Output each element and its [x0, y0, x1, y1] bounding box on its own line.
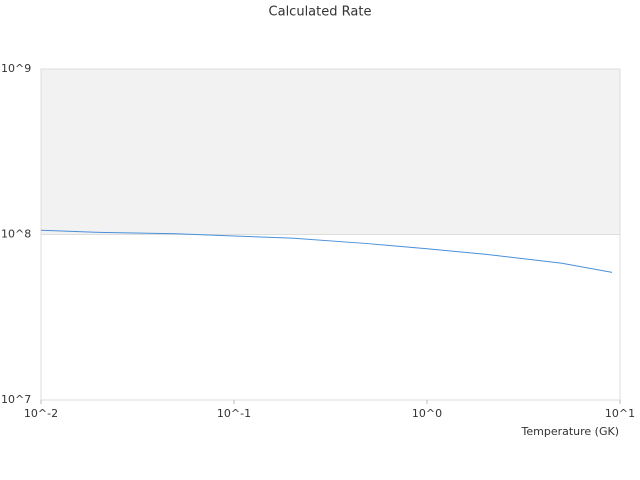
x-tick-label: 10^0: [412, 407, 442, 420]
y-tick-label: 10^7: [1, 393, 31, 406]
x-tick-label: 10^-2: [24, 407, 58, 420]
chart-title: Calculated Rate: [269, 5, 372, 20]
y-tick-label: 10^9: [1, 62, 31, 75]
x-axis-label: Temperature (GK): [521, 425, 620, 438]
x-tick-label: 10^1: [605, 407, 635, 420]
x-tick-label: 10^-1: [217, 407, 251, 420]
plot-band: [41, 69, 620, 235]
data-line: [40, 229, 613, 273]
y-tick-label: 10^8: [1, 228, 31, 241]
plot-band: [41, 234, 620, 400]
